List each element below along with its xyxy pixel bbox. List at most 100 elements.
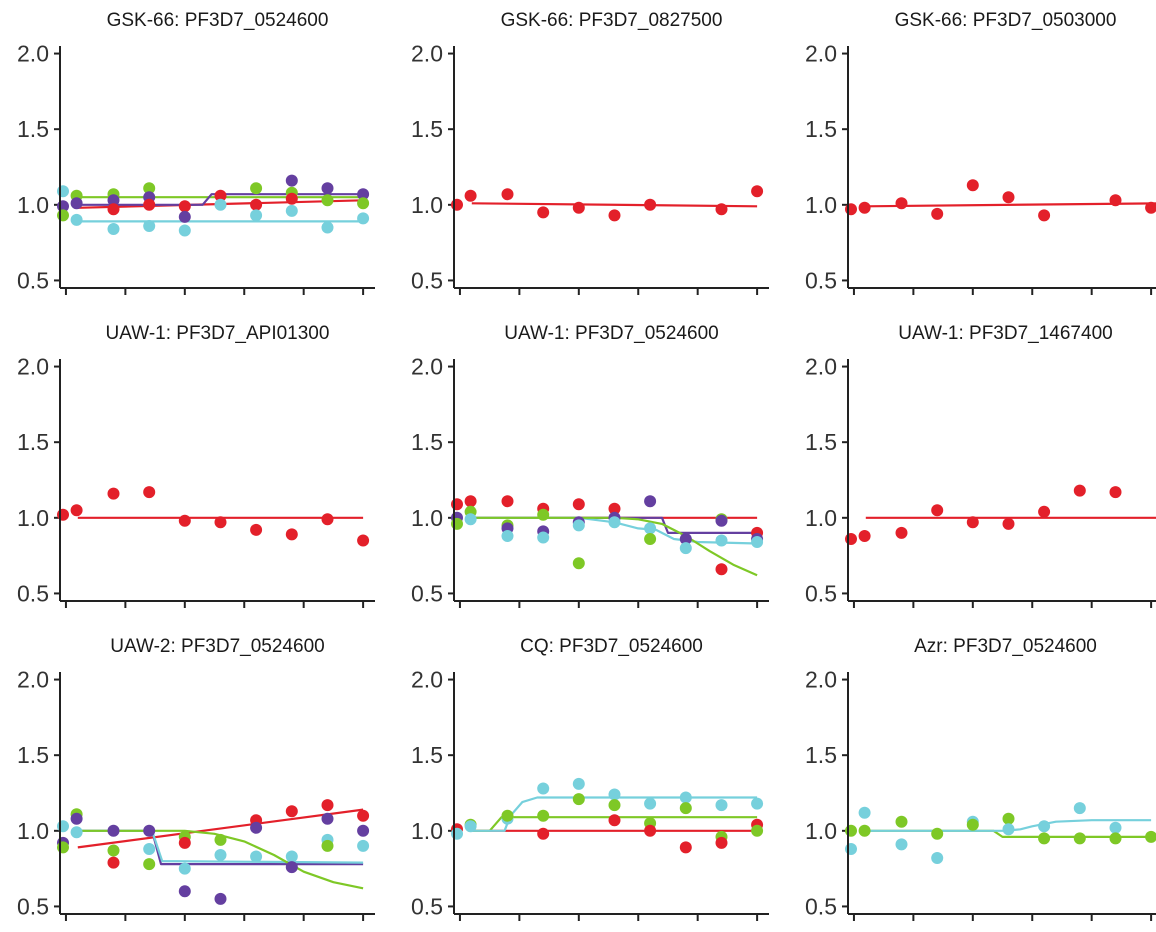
data-point-red [715,836,728,849]
fit-curve-red [77,808,364,849]
data-point-red [57,508,69,521]
y-tick-label: 1.5 [805,742,837,768]
data-point-green [451,517,463,530]
data-point-red [845,203,857,216]
data-point-cyan [572,519,585,532]
y-tick-label: 2.0 [411,354,443,380]
y-tick-label: 1.5 [17,116,49,142]
y-tick-label: 0.5 [411,580,443,606]
data-point-red [464,495,477,508]
data-point-red [107,487,120,500]
data-point-red [143,486,156,499]
data-point-purple [70,197,83,210]
y-tick-label: 1.5 [411,742,443,768]
data-point-green [1145,830,1156,843]
data-point-cyan [895,838,908,851]
y-tick-label: 2.0 [17,354,49,380]
panel-chart: UAW-1: PF3D7_API01300 2.0 1.5 1.0 0.5 [17,323,375,608]
data-point-green [931,827,944,840]
data-point-green [845,824,857,837]
data-point-red [501,495,514,508]
data-point-red [178,836,191,849]
data-point-red [1073,484,1086,497]
data-point-cyan [572,777,585,790]
data-point-purple [178,210,191,223]
panel-cq-pf3d7-0524600: CQ: PF3D7_0524600 2.0 1.5 1.0 0.5 [394,626,779,932]
panel-title: UAW-2: PF3D7_0524600 [110,636,324,657]
data-point-red [451,498,463,511]
data-point-cyan [501,530,514,542]
data-point-green [572,793,585,806]
data-point-green [321,194,334,207]
data-point-green [608,799,621,812]
data-point-green [858,824,871,837]
data-point-red [321,513,334,526]
data-point-cyan [715,799,728,812]
y-tick-label: 2.0 [17,41,49,67]
data-point-green [143,182,156,195]
data-point-green [1109,832,1122,845]
data-point-red [1002,517,1015,530]
data-point-purple [107,194,120,207]
y-tick-label: 0.5 [411,893,443,919]
data-point-red [1145,201,1156,214]
y-tick-label: 1.0 [17,818,49,844]
data-point-cyan [845,843,857,855]
data-point-cyan [70,213,83,226]
y-tick-label: 2.0 [411,41,443,67]
data-point-red [679,841,692,854]
data-point-green [357,197,370,210]
y-tick-label: 1.0 [17,192,49,218]
data-point-red [178,514,191,527]
data-point-red [644,198,657,211]
data-point-red [107,203,120,216]
panel-title: GSK-66: PF3D7_0524600 [107,10,329,31]
y-tick-label: 1.0 [411,505,443,531]
panel-uaw1-pf3d7-api01300: UAW-1: PF3D7_API01300 2.0 1.5 1.0 0.5 [0,313,385,619]
data-point-purple [178,885,191,898]
y-tick-label: 2.0 [17,667,49,693]
data-point-red [357,534,370,547]
data-point-cyan [57,185,69,198]
data-point-red [178,200,191,213]
panel-chart: UAW-1: PF3D7_0524600 2.0 1.5 1.0 0.5 [411,323,769,608]
panel-title: UAW-1: PF3D7_0524600 [504,323,718,344]
data-point-red [895,197,908,210]
data-point-cyan [214,198,227,211]
data-point-red [845,533,857,545]
data-point-purple [214,892,227,905]
data-point-green [537,809,550,822]
panel-chart: CQ: PF3D7_0524600 2.0 1.5 1.0 0.5 [411,636,769,921]
data-point-red [751,185,764,198]
y-tick-label: 0.5 [17,893,49,919]
data-point-purple [321,182,334,195]
data-point-red [608,209,621,222]
data-point-cyan [285,850,298,863]
y-tick-label: 2.0 [805,41,837,67]
data-point-cyan [537,782,550,795]
data-point-cyan [464,513,477,526]
data-point-red [715,203,728,216]
data-point-green [751,824,764,837]
data-point-red [966,516,979,529]
data-point-purple [250,821,263,834]
y-tick-label: 1.5 [17,742,49,768]
data-point-purple [715,514,728,527]
panel-chart: UAW-2: PF3D7_0524600 2.0 1.5 1.0 0.5 [17,636,375,921]
data-point-cyan [464,820,477,833]
panel-chart: UAW-1: PF3D7_1467400 2.0 1.5 1.0 0.5 [805,323,1156,608]
fit-curve-green [77,829,364,890]
data-point-red [1038,209,1051,222]
panel-chart: GSK-66: PF3D7_0827500 2.0 1.5 1.0 0.5 [411,10,769,295]
data-point-cyan [57,820,69,833]
data-point-cyan [1038,820,1051,833]
data-point-cyan [931,852,944,864]
y-tick-label: 1.0 [805,818,837,844]
data-point-cyan [357,839,370,852]
panel-title: CQ: PF3D7_0524600 [520,636,703,657]
panel-title: GSK-66: PF3D7_0503000 [895,10,1117,31]
y-tick-label: 1.5 [411,429,443,455]
data-point-green [1038,832,1051,845]
data-point-red [931,504,944,517]
data-point-green [107,844,120,857]
